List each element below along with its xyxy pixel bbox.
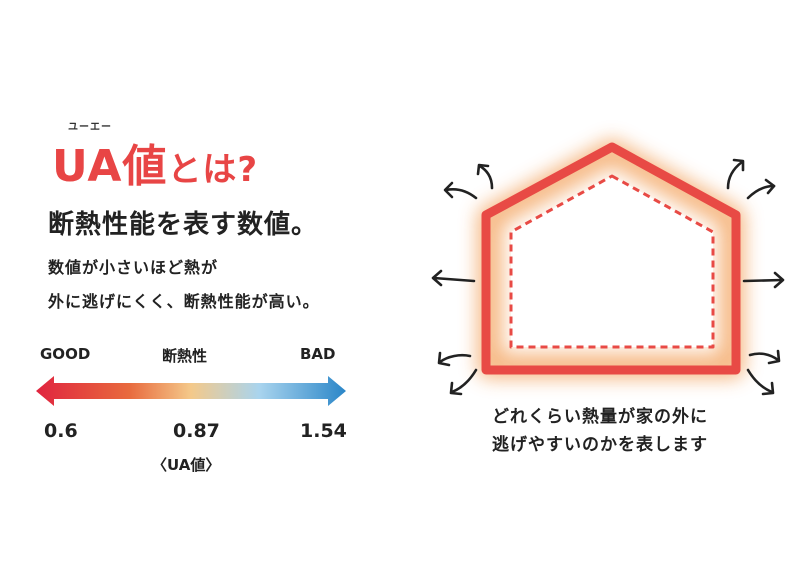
- scale-good-label: GOOD: [40, 345, 91, 363]
- house-inner-outline: [509, 174, 715, 349]
- scale-value-low: 0.6: [44, 420, 78, 442]
- scale-value-mid: 0.87: [173, 420, 220, 442]
- gradient-scale-arrow: [36, 376, 346, 406]
- scale-unit-label: 〈UA値〉: [152, 456, 221, 474]
- scale-center-label: 断熱性: [162, 347, 208, 365]
- scale-bad-label: BAD: [300, 345, 336, 363]
- heat-loss-arrow-icon: [431, 158, 785, 396]
- description-line-2: 外に逃げにくく、断熱性能が高い。: [48, 292, 320, 311]
- caption-line-1: どれくらい熱量が家の外に: [492, 407, 708, 427]
- caption-line-2: 逃げやすいのかを表します: [492, 435, 708, 455]
- page-title: UA値とは?: [52, 130, 258, 194]
- subtitle: 断熱性能を表す数値。: [48, 210, 319, 240]
- title-tail: とは?: [167, 150, 259, 190]
- description-line-1: 数値が小さいほど熱が: [48, 258, 219, 277]
- house-diagram: [431, 139, 785, 396]
- title-ruby: ユーエー: [68, 122, 112, 133]
- scale-value-high: 1.54: [300, 420, 347, 442]
- house-outer-wall: [481, 142, 741, 375]
- scale-arrow-shape: [36, 376, 346, 406]
- title-main: UA値: [52, 141, 168, 192]
